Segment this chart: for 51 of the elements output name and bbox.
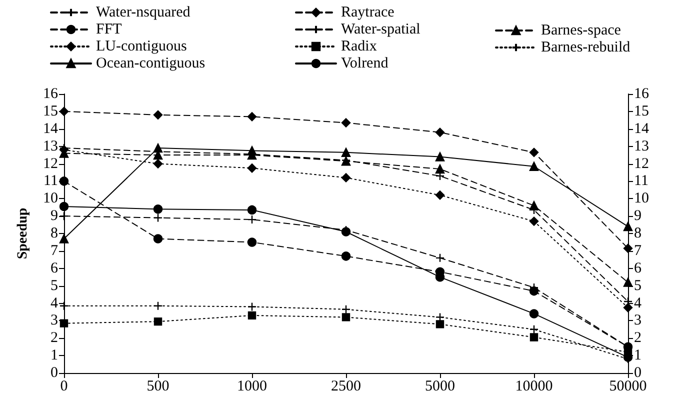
y-tick-label: 5 [50, 278, 58, 294]
x-tick-label: 500 [146, 378, 170, 394]
legend-label: Raytrace [341, 4, 395, 20]
y-tick-label: 10 [43, 190, 58, 207]
y2-tick-label: 11 [634, 173, 648, 190]
x-tick-label: 10000 [515, 378, 553, 394]
y-tick-label: 8 [50, 226, 58, 242]
y2-tick-label: 0 [634, 365, 642, 381]
y-tick-label: 1 [50, 348, 58, 364]
y2-tick-label: 3 [634, 312, 642, 329]
y-tick-label: 9 [50, 208, 58, 224]
y-tick-label: 13 [43, 138, 58, 154]
y2-tick-label: 12 [634, 156, 649, 172]
legend-label: Water-spatial [341, 22, 420, 38]
y-tick-label: 3 [50, 312, 58, 329]
legend-label: FFT [96, 22, 122, 38]
y-tick-label: 16 [43, 86, 58, 102]
y2-tick-label: 9 [634, 208, 642, 224]
y2-tick-label: 6 [634, 260, 642, 276]
y-tick-label: 12 [43, 156, 58, 172]
y2-tick-label: 7 [634, 242, 642, 259]
y-tick-label: 4 [50, 295, 58, 312]
legend-label: Radix [341, 38, 378, 54]
y-tick-label: 14 [43, 120, 58, 137]
x-tick-label: 5000 [425, 378, 455, 394]
y-tick-label: 6 [50, 260, 58, 276]
y2-tick-label: 1 [634, 348, 642, 364]
y2-tick-label: 16 [634, 86, 650, 102]
x-tick-label: 1000 [237, 378, 267, 394]
legend-label: Water-nsquared [96, 4, 191, 20]
y-axis-title: Speedup [16, 208, 30, 260]
legend-label: Ocean-contiguous [96, 56, 206, 72]
y2-tick-label: 10 [634, 190, 649, 207]
y-tick-label: 0 [50, 365, 58, 381]
legend-label: LU-contiguous [96, 38, 187, 54]
y-tick-label: 7 [50, 242, 58, 259]
y2-tick-label: 13 [634, 138, 649, 154]
y2-tick-label: 14 [634, 120, 650, 137]
y-tick-label: 2 [50, 330, 58, 346]
y2-tick-label: 8 [634, 226, 642, 242]
x-tick-label: 50000 [609, 378, 647, 394]
legend-label: Volrend [341, 56, 389, 72]
y2-tick-label: 4 [634, 295, 642, 312]
y2-tick-label: 5 [634, 278, 642, 294]
y-tick-label: 15 [43, 103, 58, 120]
legend-label: Barnes-rebuild [541, 40, 631, 56]
legend-label: Barnes-space [541, 22, 622, 38]
y2-tick-label: 2 [634, 330, 642, 346]
y-tick-label: 11 [44, 173, 58, 190]
x-tick-label: 2500 [331, 378, 361, 394]
y2-tick-label: 15 [634, 103, 649, 120]
